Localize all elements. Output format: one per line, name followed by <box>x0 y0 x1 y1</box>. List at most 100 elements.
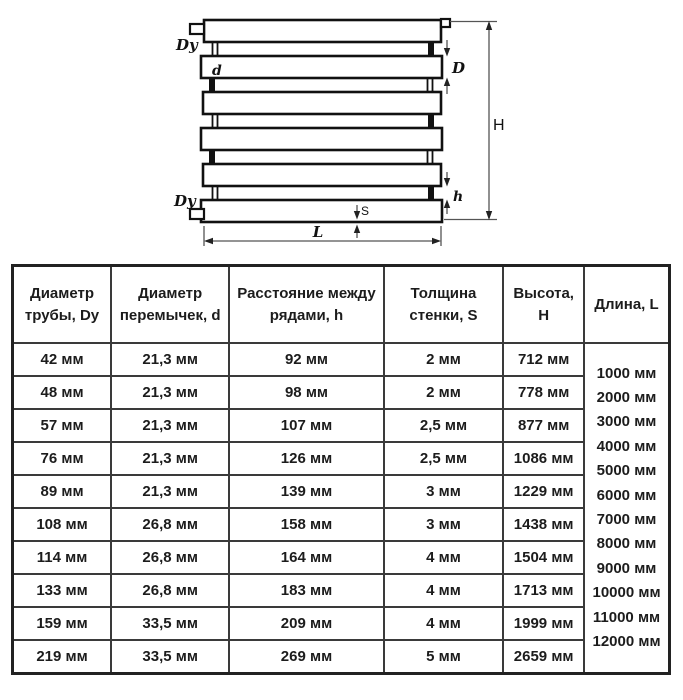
table-cell: 21,3 мм <box>110 474 231 509</box>
h-height-label: H <box>493 117 505 134</box>
pipe-3 <box>201 90 443 116</box>
table-cell: 209 мм <box>228 606 385 641</box>
table-cell: 26,8 мм <box>110 540 231 575</box>
table-row: 42 мм 21,3 мм 92 мм 2 мм 712 мм 1000 мм 2000 м… <box>11 342 671 675</box>
length-options-cell: 1000 мм 2000 мм 3000 мм 4000 мм 5000 мм 6000 … <box>583 342 671 675</box>
table-row: 48 мм 21,3 мм 98 мм 2 мм 778 мм <box>11 375 670 410</box>
table-cell: 98 мм <box>228 375 385 410</box>
table-cell: 42 мм <box>11 342 113 377</box>
length-option: 9000 мм <box>596 559 657 577</box>
d-label: d <box>212 63 222 79</box>
table-cell: 21,3 мм <box>110 342 231 377</box>
header-wall-thickness: Толщина стенки, S <box>382 264 505 344</box>
table-cell: 158 мм <box>228 507 385 542</box>
table-cell: 21,3 мм <box>110 375 231 410</box>
register-diagram: Dy Dy d D H h S L <box>0 0 683 262</box>
length-option: 3000 мм <box>596 413 657 431</box>
table-cell: 92 мм <box>228 342 385 377</box>
table-row: 89 мм 21,3 мм 139 мм 3 мм 1229 мм <box>11 474 670 509</box>
dimensions-table: Диаметр трубы, Dy Диаметр перемычек, d Р… <box>11 264 671 675</box>
table-cell: 26,8 мм <box>110 507 231 542</box>
header-height: Высота, H <box>502 264 586 344</box>
jumpers <box>209 41 434 201</box>
table-cell: 1229 мм <box>502 474 586 509</box>
table-cell: 114 мм <box>11 540 113 575</box>
length-option: 5000 мм <box>596 462 657 480</box>
l-label: L <box>312 223 324 241</box>
table-cell: 3 мм <box>382 474 505 509</box>
length-options-list: 1000 мм 2000 мм 3000 мм 4000 мм 5000 мм 6000 … <box>586 345 667 672</box>
table-cell: 1438 мм <box>502 507 586 542</box>
table-cell: 107 мм <box>228 408 385 443</box>
table-cell: 4 мм <box>382 606 505 641</box>
table-cell: 1086 мм <box>502 441 586 476</box>
table-cell: 48 мм <box>11 375 113 410</box>
table-row: 114 мм 26,8 мм 164 мм 4 мм 1504 мм <box>11 540 670 575</box>
table-cell: 133 мм <box>11 573 113 608</box>
table-row: 219 мм 33,5 мм 269 мм 5 мм 2659 мм <box>11 639 670 675</box>
table-cell: 21,3 мм <box>110 441 231 476</box>
length-option: 8000 мм <box>596 535 657 553</box>
big-d-label: D <box>451 59 465 77</box>
table-row: 133 мм 26,8 мм 183 мм 4 мм 1713 мм <box>11 573 670 608</box>
table-cell: 3 мм <box>382 507 505 542</box>
pipe-4 <box>199 126 444 152</box>
table-cell: 1713 мм <box>502 573 586 608</box>
table-cell: 712 мм <box>502 342 586 377</box>
table-cell: 4 мм <box>382 573 505 608</box>
pipe-2 <box>199 54 444 80</box>
s-label: S <box>361 204 369 218</box>
table-row: 76 мм 21,3 мм 126 мм 2,5 мм 1086 мм <box>11 441 670 476</box>
length-option: 6000 мм <box>596 486 657 504</box>
length-option: 10000 мм <box>592 584 661 602</box>
table-cell: 2659 мм <box>502 639 586 675</box>
table-cell: 2 мм <box>382 375 505 410</box>
length-option: 7000 мм <box>596 511 657 528</box>
table-cell: 1504 мм <box>502 540 586 575</box>
table-cell: 21,3 мм <box>110 408 231 443</box>
table-cell: 108 мм <box>11 507 113 542</box>
dy-bottom-label: Dy <box>173 192 197 210</box>
table-cell: 269 мм <box>228 639 385 675</box>
table-cell: 4 мм <box>382 540 505 575</box>
table-cell: 5 мм <box>382 639 505 675</box>
length-option: 1000 мм <box>596 364 657 382</box>
table-cell: 126 мм <box>228 441 385 476</box>
stub-bottom-left <box>188 207 206 221</box>
header-length: Длина, L <box>583 264 671 344</box>
table-body: 42 мм 21,3 мм 92 мм 2 мм 712 мм 1000 мм 2000 м… <box>11 342 671 675</box>
length-option: 11000 мм <box>592 608 661 626</box>
table-cell: 2,5 мм <box>382 441 505 476</box>
table-cell: 164 мм <box>228 540 385 575</box>
header-jumper-diameter: Диаметр перемычек, d <box>110 264 231 344</box>
table-cell: 219 мм <box>11 639 113 675</box>
dy-top-label: Dy <box>175 36 199 54</box>
table-row: 57 мм 21,3 мм 107 мм 2,5 мм 877 мм <box>11 408 670 443</box>
table-cell: 33,5 мм <box>110 606 231 641</box>
table-cell: 57 мм <box>11 408 113 443</box>
dimension-arrowheads <box>204 21 493 245</box>
table-cell: 1999 мм <box>502 606 586 641</box>
length-option: 12000 мм <box>592 633 661 651</box>
pipe-1 <box>202 18 443 44</box>
table-row: 108 мм 26,8 мм 158 мм 3 мм 1438 мм <box>11 507 670 542</box>
table-cell: 33,5 мм <box>110 639 231 675</box>
length-option: 4000 мм <box>596 437 657 455</box>
pipes <box>199 18 444 224</box>
pipe-5 <box>201 162 443 188</box>
table-cell: 89 мм <box>11 474 113 509</box>
register-drawing-svg: Dy Dy d D H h S L <box>173 17 505 246</box>
connection-stubs <box>188 17 452 221</box>
stub-top-left <box>188 22 206 36</box>
table-row: 159 мм 33,5 мм 209 мм 4 мм 1999 мм <box>11 606 670 641</box>
table-cell: 139 мм <box>228 474 385 509</box>
table-cell: 183 мм <box>228 573 385 608</box>
header-pipe-diameter: Диаметр трубы, Dy <box>11 264 113 344</box>
table-cell: 2 мм <box>382 342 505 377</box>
header-row-distance: Расстояние между рядами, h <box>228 264 385 344</box>
pipe-6 <box>199 198 444 224</box>
table-cell: 159 мм <box>11 606 113 641</box>
table-cell: 26,8 мм <box>110 573 231 608</box>
table-header-row: Диаметр трубы, Dy Диаметр перемычек, d Р… <box>11 264 671 344</box>
